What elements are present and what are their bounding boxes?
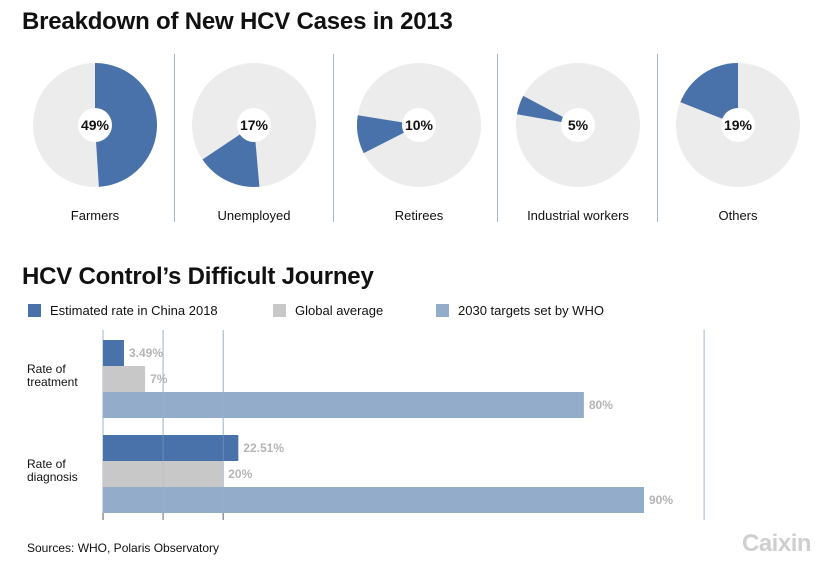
bar-chart-title: HCV Control’s Difficult Journey bbox=[22, 263, 374, 290]
pie-value-label: 10% bbox=[405, 117, 434, 133]
legend-label-china: Estimated rate in China 2018 bbox=[50, 303, 218, 318]
bar-value-label: 3.49% bbox=[129, 346, 163, 360]
pie-value-label: 17% bbox=[240, 117, 269, 133]
bar bbox=[103, 392, 584, 418]
caixin-logo: Caixin bbox=[742, 530, 812, 557]
pie-svg: 5% bbox=[516, 63, 640, 187]
pie-chart-title: Breakdown of New HCV Cases in 2013 bbox=[22, 8, 453, 35]
pie-divider bbox=[497, 54, 498, 222]
pie-center-badge bbox=[237, 108, 271, 142]
pie-category-label: Industrial workers bbox=[527, 208, 629, 223]
legend-item-china: Estimated rate in China 2018 bbox=[28, 303, 218, 318]
pie-center-badge bbox=[402, 108, 436, 142]
pie-slice bbox=[95, 63, 157, 187]
legend-label-global: Global average bbox=[295, 303, 384, 318]
category-label: Rate of treatment bbox=[27, 362, 78, 389]
category-label: Rate of diagnosis bbox=[27, 457, 78, 484]
bar-value-label: 7% bbox=[150, 372, 168, 386]
pie-divider bbox=[174, 54, 175, 222]
bar bbox=[103, 366, 146, 392]
pie-slice bbox=[202, 125, 260, 187]
pie-slice bbox=[680, 63, 738, 125]
pie-category-label: Others bbox=[718, 208, 758, 223]
bar-value-label: 90% bbox=[649, 493, 673, 507]
pie-value-label: 5% bbox=[568, 117, 589, 133]
pie-center-badge bbox=[721, 108, 755, 142]
pie-value-label: 19% bbox=[724, 117, 753, 133]
pie-svg: 19% bbox=[676, 63, 800, 187]
bar-value-label: 22.51% bbox=[243, 441, 284, 455]
pie-divider bbox=[657, 54, 658, 222]
pie-value-label: 49% bbox=[81, 117, 110, 133]
pie-center-badge bbox=[561, 108, 595, 142]
bar-value-label: 20% bbox=[228, 467, 252, 481]
legend-swatch-global bbox=[273, 304, 286, 317]
bar-value-label: 80% bbox=[589, 398, 613, 412]
legend-item-global: Global average bbox=[273, 303, 383, 318]
legend-swatch-who bbox=[436, 304, 449, 317]
legend-item-who: 2030 targets set by WHO bbox=[436, 303, 604, 318]
legend-swatch-china bbox=[28, 304, 41, 317]
pie-svg: 49% bbox=[33, 63, 157, 187]
pie-category-label: Retirees bbox=[394, 208, 444, 223]
bar bbox=[103, 435, 239, 461]
pie-svg: 10% bbox=[356, 63, 481, 187]
pie-category-label: Unemployed bbox=[217, 208, 291, 223]
pie-center-badge bbox=[78, 108, 112, 142]
pie-charts-row: 49% Farmers 17% Unemployed 10% Retirees 5% Indu… bbox=[0, 55, 830, 230]
pie-category-label: Farmers bbox=[70, 208, 120, 223]
horizontal-bar-chart: Rate of treatment 3.49% 7% 80% Rate of diagnos… bbox=[27, 330, 705, 520]
bar bbox=[103, 340, 124, 366]
bar bbox=[103, 487, 644, 513]
pie-svg: 17% bbox=[192, 63, 316, 187]
source-note: Sources: WHO, Polaris Observatory bbox=[27, 541, 220, 555]
legend-label-who: 2030 targets set by WHO bbox=[458, 303, 604, 318]
pie-divider bbox=[333, 54, 334, 222]
